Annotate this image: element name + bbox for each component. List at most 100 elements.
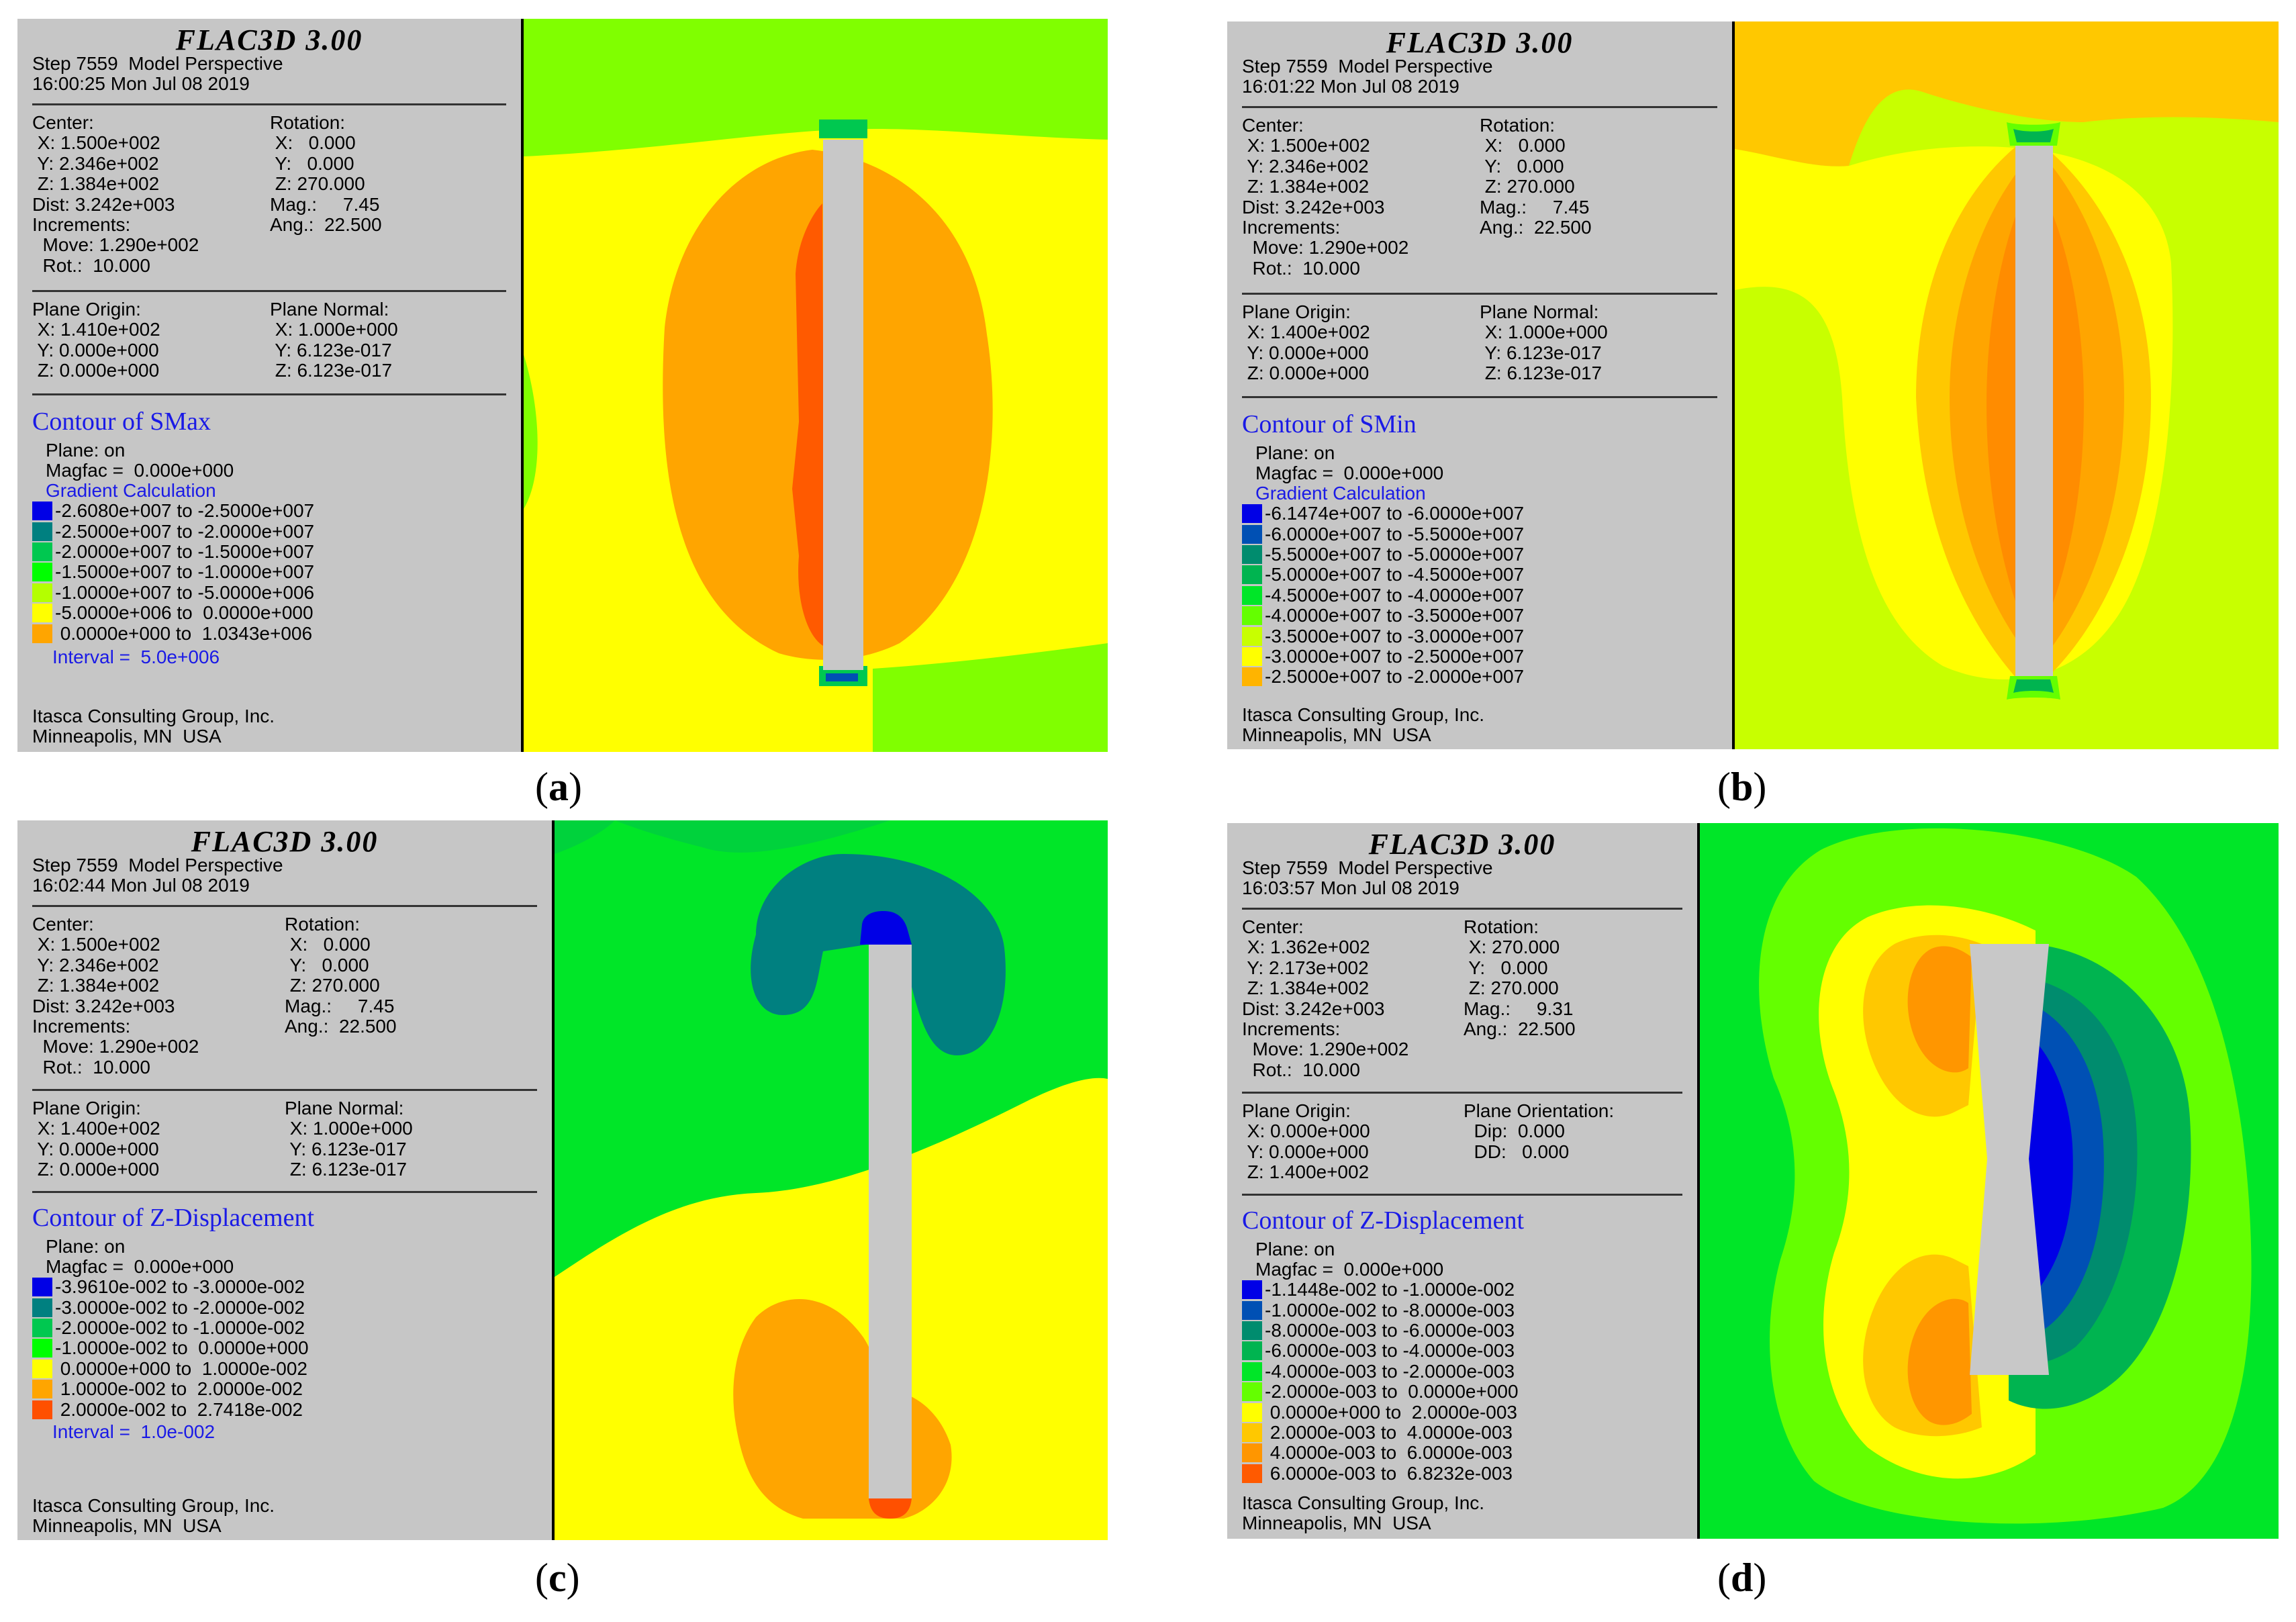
legend-label: 6.0000e-003 to 6.8232e-003 — [1265, 1462, 1513, 1484]
divider — [1242, 1092, 1682, 1094]
contour-band-tip-bottom-blue — [826, 673, 858, 681]
contour-band-light-green — [1700, 823, 2279, 1539]
info-panel: FLAC3D 3.00 Step 7559 Model Perspective … — [1227, 21, 1735, 749]
legend-row: -1.0000e-002 to -8.0000e-003 — [1242, 1299, 1519, 1321]
gradient-label: Gradient Calculation — [46, 480, 216, 501]
magfac-label: Magfac = 0.000e+000 — [46, 460, 234, 481]
location-label: Minneapolis, MN USA — [32, 726, 222, 747]
contour-band-top — [1735, 21, 2279, 166]
contour-band-light-green-left — [555, 820, 615, 854]
legend-row: -3.0000e+007 to -2.5000e+007 — [1242, 646, 1524, 667]
legend-label: 2.0000e-002 to 2.7418e-002 — [55, 1398, 303, 1420]
legend-row: 2.0000e-002 to 2.7418e-002 — [32, 1398, 309, 1420]
contour-band-top — [524, 19, 1108, 156]
legend-swatch — [1242, 1341, 1262, 1361]
caption-close: ) — [1753, 765, 1767, 809]
legend-swatch — [1242, 565, 1262, 585]
plane-origin-info: Plane Origin: X: 1.400e+002 Y: 0.000e+00… — [1242, 301, 1370, 384]
legend-swatch — [32, 1339, 52, 1358]
view-rotation-info: Rotation: X: 0.000 Y: 0.000 Z: 270.000 M… — [1480, 115, 1592, 238]
divider — [1242, 908, 1682, 910]
legend-label: -5.5000e+007 to -5.0000e+007 — [1265, 543, 1525, 565]
interval-label: Interval = 5.0e+006 — [52, 647, 220, 667]
legend-swatch — [1242, 585, 1262, 605]
step-label: Step 7559 Model Perspective — [1242, 857, 1493, 878]
contour-band-bottom-right — [873, 643, 1108, 752]
caption-open: ( — [1717, 765, 1731, 809]
info-panel: FLAC3D 3.00 Step 7559 Model Perspective … — [17, 820, 555, 1540]
legend-label: -2.0000e+007 to -1.5000e+007 — [55, 540, 315, 562]
legend-row: 1.0000e-002 to 2.0000e-002 — [32, 1378, 309, 1400]
caption-close: ) — [568, 765, 582, 809]
legend-label: -2.5000e+007 to -2.0000e+007 — [55, 520, 315, 542]
legend-row: -2.5000e+007 to -2.0000e+007 — [32, 520, 315, 542]
contour-band-left — [524, 354, 538, 509]
legend-row: -3.9610e-002 to -3.0000e-002 — [32, 1276, 309, 1297]
legend-row: -5.0000e+007 to -4.5000e+007 — [1242, 564, 1524, 585]
legend-swatch — [1242, 647, 1262, 666]
legend: -6.1474e+007 to -6.0000e+007 -6.0000e+007… — [1242, 503, 1525, 687]
legend-row: -2.0000e+007 to -1.5000e+007 — [32, 540, 315, 562]
step-label: Step 7559 Model Perspective — [32, 53, 283, 74]
legend-row: -4.5000e+007 to -4.0000e+007 — [1242, 585, 1524, 606]
divider — [1242, 106, 1717, 108]
legend-label: -3.5000e+007 to -3.0000e+007 — [1265, 625, 1525, 647]
legend-swatch — [1242, 667, 1262, 687]
legend-swatch — [1242, 1402, 1262, 1422]
location-label: Minneapolis, MN USA — [1242, 724, 1431, 745]
legend-row: -6.0000e+007 to -5.5000e+007 — [1242, 524, 1524, 544]
contour-band-tip-top — [819, 120, 867, 138]
legend-row: -2.0000e-003 to 0.0000e+000 — [1242, 1381, 1519, 1402]
caption-open: ( — [535, 1556, 548, 1600]
legend-row: -4.0000e-003 to -2.0000e-003 — [1242, 1361, 1519, 1382]
software-title: FLAC3D 3.00 — [1368, 828, 1556, 861]
legend-row: 0.0000e+000 to 2.0000e-003 — [1242, 1402, 1519, 1423]
caption-b: (b) — [1717, 764, 1766, 810]
plane-on-label: Plane: on — [46, 1236, 126, 1257]
legend-label: -2.5000e+007 to -2.0000e+007 — [1265, 666, 1525, 687]
legend-row: -2.6080e+007 to -2.5000e+007 — [32, 500, 314, 521]
view-center-info: Center: X: 1.500e+002 Y: 2.346e+002 Z: 1… — [32, 914, 199, 1078]
plane-origin-info: Plane Origin: X: 1.400e+002 Y: 0.000e+00… — [32, 1098, 160, 1180]
legend-row: -1.0000e-002 to 0.0000e+000 — [32, 1337, 309, 1359]
panel-d: FLAC3D 3.00 Step 7559 Model Perspective … — [1227, 823, 2279, 1539]
timestamp: 16:00:25 Mon Jul 08 2019 — [32, 73, 250, 94]
legend-label: -1.0000e+007 to -5.0000e+006 — [55, 581, 315, 603]
caption-close: ) — [566, 1556, 580, 1600]
legend-row: 0.0000e+000 to 1.0000e-002 — [32, 1358, 309, 1379]
legend-swatch — [32, 563, 52, 582]
legend-label: -1.0000e-002 to 0.0000e+000 — [55, 1337, 309, 1359]
legend-row: -2.0000e-002 to -1.0000e-002 — [32, 1317, 309, 1338]
contour-title: Contour of Z-Displacement — [32, 1204, 315, 1232]
location-label: Minneapolis, MN USA — [32, 1515, 222, 1536]
contour-band-orange-upper — [1907, 946, 1972, 1073]
plane-on-label: Plane: on — [1255, 442, 1335, 463]
legend-label: -1.0000e-002 to -8.0000e-003 — [1265, 1299, 1515, 1321]
pile — [823, 140, 863, 670]
magfac-label: Magfac = 0.000e+000 — [46, 1256, 234, 1277]
view-center-info: Center: X: 1.500e+002 Y: 2.346e+002 Z: 1… — [32, 112, 199, 276]
contour-title: Contour of Z-Displacement — [1242, 1206, 1525, 1235]
plane-on-label: Plane: on — [46, 440, 126, 461]
legend-swatch — [1242, 1382, 1262, 1402]
divider — [1242, 396, 1717, 398]
software-title: FLAC3D 3.00 — [175, 23, 363, 56]
legend-swatch — [1242, 1362, 1262, 1381]
contour-band-teal — [751, 854, 1006, 1055]
legend-swatch — [32, 1400, 52, 1419]
legend-swatch — [32, 604, 52, 623]
contour-plot — [524, 19, 1108, 752]
caption-letter: b — [1730, 765, 1754, 809]
legend-row: -3.5000e+007 to -3.0000e+007 — [1242, 625, 1525, 647]
caption-a: (a) — [535, 764, 582, 810]
plane-normal-info: Plane Normal: X: 1.000e+000 Y: 6.123e-01… — [285, 1098, 413, 1180]
legend-swatch — [1242, 504, 1262, 524]
legend-swatch — [1242, 626, 1262, 646]
step-label: Step 7559 Model Perspective — [32, 855, 283, 875]
plane-orientation-info: Plane Orientation: Dip: 0.000 DD: 0.000 — [1464, 1100, 1615, 1162]
interval-label: Interval = 1.0e-002 — [52, 1421, 216, 1442]
legend-row: -6.1474e+007 to -6.0000e+007 — [1242, 503, 1525, 524]
legend-label: -6.1474e+007 to -6.0000e+007 — [1265, 503, 1525, 524]
legend-label: 1.0000e-002 to 2.0000e-002 — [55, 1378, 303, 1400]
legend-row: -6.0000e-003 to -4.0000e-003 — [1242, 1340, 1519, 1361]
